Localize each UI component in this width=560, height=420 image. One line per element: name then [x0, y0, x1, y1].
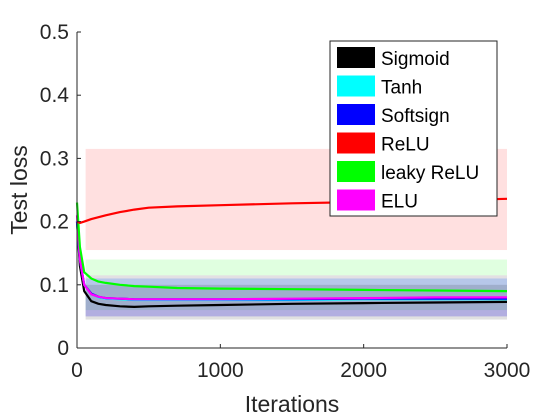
y-tick-label: 0.3: [40, 147, 69, 170]
x-axis-label: Iterations: [245, 391, 340, 417]
legend-swatch-elu: [337, 189, 375, 211]
legend-label-softsign: Softsign: [381, 106, 450, 127]
x-tick-label: 1000: [197, 359, 244, 382]
legend-swatch-leaky-relu: [337, 161, 375, 182]
x-tick-label: 0: [71, 359, 83, 382]
legend: Sigmoid Tanh Softsign ReLU leaky ReLU ELU: [329, 40, 498, 217]
x-tick-label: 3000: [484, 359, 531, 382]
legend-swatch-relu: [337, 132, 375, 154]
legend-swatch-tanh: [337, 75, 375, 97]
y-ticks: 0 0.1 0.2 0.3 0.4 0.5: [40, 21, 81, 360]
legend-label-sigmoid: Sigmoid: [381, 49, 450, 70]
line-sigmoid: [75, 221, 508, 308]
legend-box: [329, 40, 498, 217]
y-tick-label: 0.5: [40, 21, 69, 44]
legend-label-elu: ELU: [381, 192, 418, 213]
axes: [76, 32, 507, 349]
y-tick-label: 0.4: [40, 84, 70, 107]
x-ticks: 0 1000 2000 3000: [71, 344, 530, 382]
legend-label-relu: ReLU: [381, 135, 430, 156]
y-tick-label: 0: [57, 337, 69, 360]
band-elu: [85, 275, 507, 317]
legend-label-leaky-relu: leaky ReLU: [381, 163, 479, 184]
legend-label-tanh: Tanh: [381, 78, 422, 99]
series-lines: [75, 197, 508, 308]
line-elu: [75, 215, 507, 301]
y-tick-label: 0.2: [40, 211, 69, 234]
x-tick-label: 2000: [340, 359, 387, 382]
legend-swatch-sigmoid: [337, 47, 375, 68]
y-axis-label: Test loss: [6, 145, 32, 234]
line-leaky-relu: [75, 202, 508, 293]
legend-swatch-softsign: [337, 104, 375, 125]
y-tick-label: 0.1: [40, 274, 69, 297]
